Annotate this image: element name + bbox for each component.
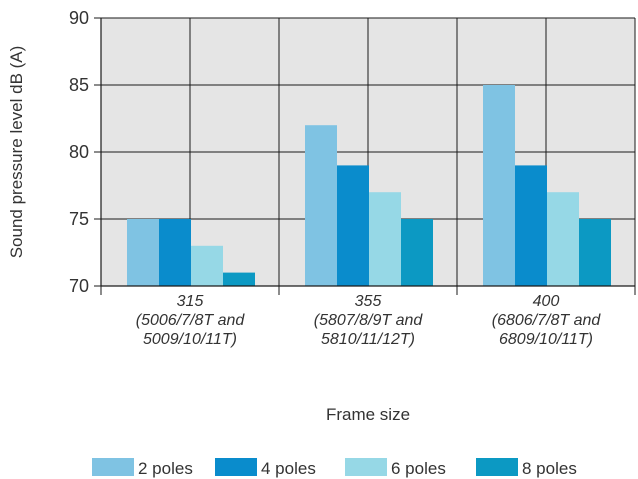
x-category-label-line: 5810/11/12T) — [321, 331, 415, 348]
legend: 2 poles 4 poles 6 poles 8 poles — [92, 458, 577, 478]
y-tick-label-80: 80 — [69, 142, 89, 162]
y-tick-labels: 70 75 80 85 90 — [69, 8, 89, 296]
bar-8-poles-1 — [401, 219, 433, 286]
bar-4-poles-1 — [337, 165, 369, 286]
x-category-label-line: 6809/10/11T) — [499, 331, 593, 348]
x-axis-title: Frame size — [326, 405, 410, 424]
x-category-label-2: 400 (6806/7/8T and 6809/10/11T) — [492, 293, 602, 348]
bars — [127, 85, 611, 286]
legend-label-2-poles: 2 poles — [138, 459, 193, 478]
legend-label-4-poles: 4 poles — [261, 459, 316, 478]
bar-2-poles-0 — [127, 219, 159, 286]
bar-8-poles-2 — [579, 219, 611, 286]
bar-8-poles-0 — [223, 272, 255, 286]
x-category-label-line: (5006/7/8T and — [136, 312, 246, 329]
x-category-label-line: (5807/8/9T and — [314, 312, 424, 329]
y-tick-label-85: 85 — [69, 75, 89, 95]
y-tick-label-75: 75 — [69, 209, 89, 229]
bar-6-poles-1 — [369, 192, 401, 286]
y-tick-label-90: 90 — [69, 8, 89, 28]
y-tick-label-70: 70 — [69, 276, 89, 296]
bar-4-poles-2 — [515, 165, 547, 286]
x-category-label-line: 400 — [533, 293, 560, 310]
legend-swatch-6-poles — [345, 458, 387, 476]
legend-swatch-4-poles — [215, 458, 257, 476]
legend-swatch-8-poles — [476, 458, 518, 476]
x-category-label-0: 315 (5006/7/8T and 5009/10/11T) — [136, 293, 246, 348]
x-category-labels: 315 (5006/7/8T and 5009/10/11T) 355 (5807/8/… — [136, 293, 602, 348]
y-axis-title: Sound pressure level dB (A) — [7, 46, 26, 259]
bar-2-poles-1 — [305, 125, 337, 286]
bar-4-poles-0 — [159, 219, 191, 286]
x-category-label-line: 5009/10/11T) — [143, 331, 237, 348]
bar-2-poles-2 — [483, 85, 515, 286]
x-category-label-1: 355 (5807/8/9T and 5810/11/12T) — [314, 293, 424, 348]
x-category-label-line: 355 — [355, 293, 382, 310]
axes — [94, 17, 636, 295]
x-category-label-line: 315 — [177, 293, 204, 310]
legend-swatch-2-poles — [92, 458, 134, 476]
legend-label-6-poles: 6 poles — [391, 459, 446, 478]
bar-6-poles-0 — [191, 245, 223, 286]
legend-label-8-poles: 8 poles — [522, 459, 577, 478]
bar-6-poles-2 — [547, 192, 579, 286]
x-category-label-line: (6806/7/8T and — [492, 312, 602, 329]
